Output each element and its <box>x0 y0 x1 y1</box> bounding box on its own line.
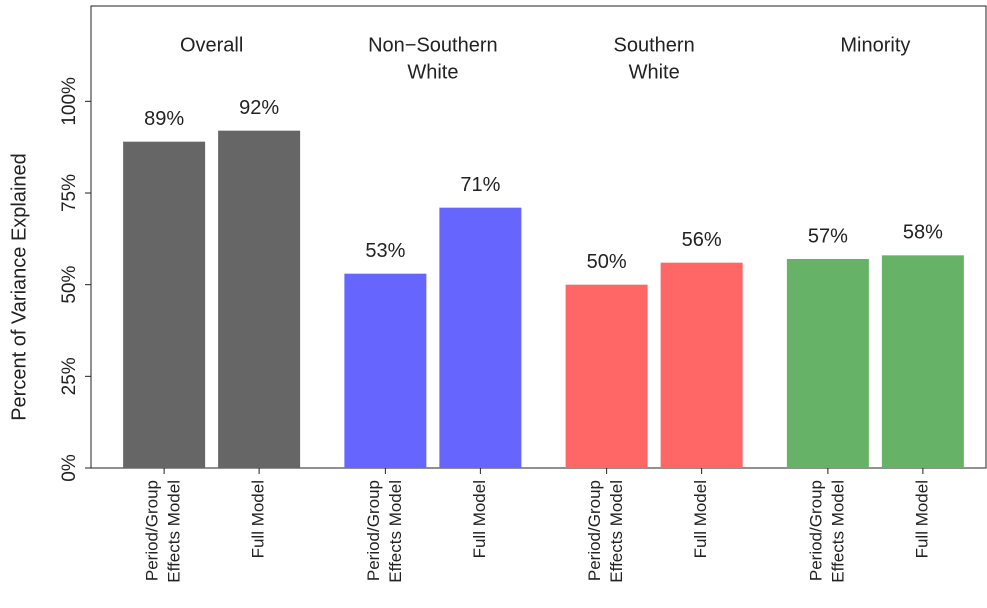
value-label: 53% <box>365 240 405 262</box>
group-title: White <box>629 61 680 83</box>
group-title: Non−Southern <box>368 34 498 56</box>
group-title: White <box>407 61 458 83</box>
value-label: 56% <box>682 229 722 251</box>
bar <box>786 259 869 468</box>
value-label: 71% <box>460 174 500 196</box>
value-label: 92% <box>239 97 279 119</box>
x-tick-label: Full Model <box>691 480 710 558</box>
y-tick-label: 50% <box>59 266 80 304</box>
y-tick-label: 0% <box>59 454 80 482</box>
x-tick-label: Full Model <box>912 480 931 558</box>
x-tick-label: Period/Group <box>585 480 604 581</box>
bar <box>218 130 301 468</box>
x-tick-label: Period/Group <box>364 480 383 581</box>
bar <box>660 262 743 468</box>
bar <box>344 273 427 468</box>
plot-frame <box>90 5 987 469</box>
bar <box>565 284 648 468</box>
group-title: Overall <box>180 34 243 56</box>
bar <box>881 255 964 468</box>
x-tick-label: Effects Model <box>828 480 847 583</box>
value-label: 58% <box>903 222 943 244</box>
x-tick-label: Full Model <box>249 480 268 558</box>
x-tick-label: Full Model <box>470 480 489 558</box>
y-tick-label: 100% <box>59 77 80 126</box>
group-title: Minority <box>840 34 910 56</box>
x-tick-label: Effects Model <box>607 480 626 583</box>
value-label: 50% <box>587 251 627 273</box>
x-tick-label: Period/Group <box>806 480 825 581</box>
value-label: 57% <box>808 225 848 247</box>
x-tick-label: Effects Model <box>386 480 405 583</box>
x-tick-label: Effects Model <box>165 480 184 583</box>
y-tick-label: 75% <box>59 174 80 212</box>
y-axis-label: Percent of Variance Explained <box>8 153 30 421</box>
value-label: 89% <box>144 108 184 130</box>
bar <box>123 141 206 468</box>
x-tick-label: Period/Group <box>143 480 162 581</box>
bar <box>439 207 522 468</box>
group-title: Southern <box>614 34 695 56</box>
y-tick-label: 25% <box>59 357 80 395</box>
